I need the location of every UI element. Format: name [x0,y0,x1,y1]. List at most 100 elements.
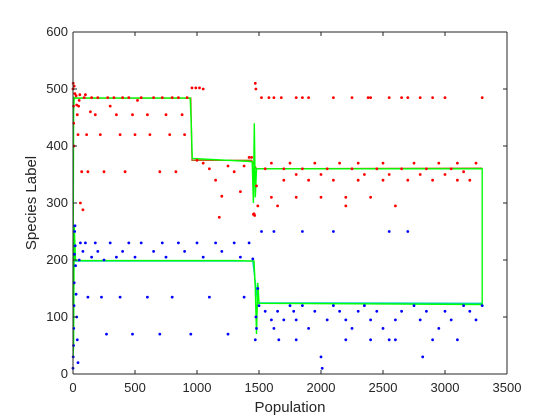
data-point-red_points [406,96,410,99]
data-point-red_points [332,178,335,182]
data-point-blue_points [170,295,174,299]
data-point-blue_points [74,264,77,268]
data-point-red_points [344,195,348,199]
data-point-blue_points [282,318,286,322]
x-tick-label: 3500 [493,380,522,395]
data-point-blue_points [195,241,199,245]
data-point-red_points [282,178,286,182]
data-point-blue_points [164,255,168,259]
data-point-blue_points [332,304,335,307]
data-point-blue_points [81,250,85,253]
data-point-blue_points [400,309,403,313]
data-point-blue_points [449,318,453,322]
data-point-red_points [270,161,273,165]
data-point-blue_points [73,230,77,233]
data-point-red_points [431,178,434,182]
data-point-red_points [214,178,218,182]
data-point-red_points [164,113,168,117]
x-tick-label: 0 [69,380,76,395]
data-point-red_points [474,161,478,165]
y-tick-label: 300 [46,195,68,210]
data-point-blue_points [406,230,410,233]
data-point-blue_points [276,309,279,313]
data-point-blue_points [369,338,372,342]
data-point-blue_points [344,338,348,342]
data-point-blue_points [320,366,324,370]
data-point-blue_points [474,318,478,322]
data-point-red_points [369,195,372,199]
data-point-red_points [90,96,93,99]
data-point-red_points [256,204,260,208]
data-point-red_points [190,86,194,90]
data-point-red_points [418,96,422,99]
data-point-blue_points [251,257,255,261]
data-point-red_points [381,161,385,165]
data-point-red_points [375,167,379,171]
data-point-red_points [75,113,79,117]
data-point-blue_points [183,250,187,253]
data-point-red_points [468,178,472,182]
data-point-blue_points [118,295,122,299]
data-point-red_points [226,164,230,168]
data-point-red_points [232,170,236,174]
data-point-blue_points [425,309,428,313]
data-point-red_points [366,96,370,99]
data-point-red_points [443,96,447,99]
data-point-blue_points [220,250,224,253]
y-tick-label: 500 [46,81,68,96]
data-point-blue_points [272,230,276,233]
data-point-blue_points [313,309,317,313]
data-point-red_points [381,178,385,182]
data-point-blue_points [325,318,329,322]
data-point-red_points [239,190,242,194]
data-point-red_points [462,170,465,174]
y-tick-label: 400 [46,138,68,153]
data-point-red_points [437,161,441,165]
data-point-blue_points [344,318,348,322]
data-point-red_points [174,170,178,174]
data-point-blue_points [86,295,90,299]
data-point-red_points [350,96,354,99]
data-point-blue_points [133,255,137,259]
data-point-blue_points [468,309,472,313]
data-point-blue_points [75,338,79,342]
data-point-red_points [356,178,360,182]
data-point-red_points [127,96,131,99]
data-point-blue_points [208,295,211,299]
data-point-red_points [369,96,372,99]
data-point-blue_points [232,241,236,245]
data-point-red_points [282,167,286,171]
data-point-red_points [456,161,459,165]
data-point-red_points [255,184,258,188]
x-tick-label: 1500 [245,380,274,395]
y-axis-title: Species Label [23,156,40,250]
data-point-red_points [98,133,102,137]
x-tick-label: 3000 [431,380,460,395]
data-point-blue_points [158,332,162,336]
data-point-blue_points [369,318,372,322]
data-point-red_points [344,204,348,208]
data-point-red_points [350,167,354,171]
data-point-red_points [85,133,88,137]
data-point-red_points [253,214,257,217]
data-point-blue_points [387,230,391,233]
data-point-blue_points [100,295,103,299]
plot-background [73,32,507,374]
data-point-blue_points [480,304,484,307]
x-axis-title: Population [255,399,326,416]
data-point-red_points [148,133,152,137]
data-point-blue_points [277,338,281,342]
data-point-blue_points [307,327,310,330]
data-point-blue_points [257,304,261,307]
data-point-red_points [77,104,80,108]
data-point-red_points [338,161,341,165]
data-point-red_points [480,96,484,99]
data-point-blue_points [263,309,267,313]
data-point-red_points [118,133,122,137]
data-point-red_points [89,110,92,114]
data-point-blue_points [301,304,304,307]
data-point-red_points [400,167,403,171]
data-point-red_points [123,170,127,174]
data-point-red_points [260,96,263,99]
